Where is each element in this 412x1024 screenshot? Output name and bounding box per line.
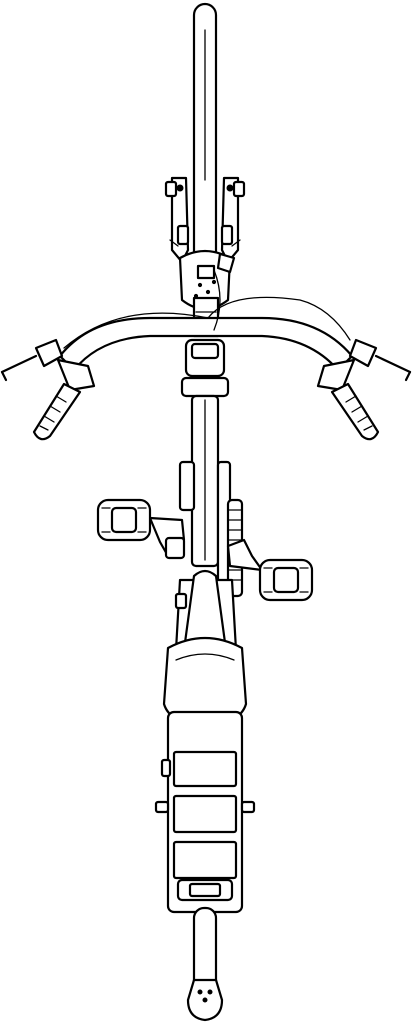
fork-crown bbox=[178, 249, 236, 311]
front-tire bbox=[192, 2, 218, 286]
left-pedal bbox=[96, 498, 186, 560]
right-pedal bbox=[226, 538, 314, 602]
rear-tire bbox=[186, 906, 224, 1022]
left-grip bbox=[0, 338, 96, 441]
rear-rack bbox=[154, 710, 256, 914]
right-grip bbox=[316, 338, 412, 441]
saddle bbox=[162, 569, 248, 728]
front-fork bbox=[164, 176, 246, 264]
frame bbox=[180, 338, 230, 568]
